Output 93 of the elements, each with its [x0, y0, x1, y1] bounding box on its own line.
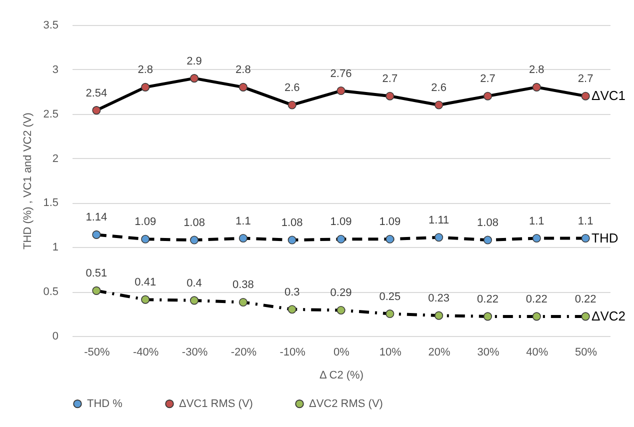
point: [141, 234, 150, 244]
y-tick-label: 2.5: [43, 108, 58, 120]
data-label: 0.29: [330, 287, 352, 300]
data-label: 2.8: [528, 64, 544, 76]
point: [386, 234, 394, 244]
point: [288, 236, 296, 244]
point: [238, 82, 248, 92]
x-tick-label: 0%: [334, 346, 350, 358]
point: [288, 305, 296, 314]
point: [581, 312, 590, 321]
annotation: ΔVC2: [592, 308, 626, 324]
point: [581, 92, 590, 100]
point: [386, 310, 394, 318]
data-label: 0.22: [574, 293, 596, 306]
data-label: 2.9: [186, 55, 202, 68]
point: [336, 86, 346, 96]
y-axis-title: THD (%) , VC1 and VC2 (V): [22, 112, 34, 250]
point: [336, 306, 346, 314]
data-label: 0.25: [379, 290, 401, 303]
data-label: 2.7: [480, 73, 496, 86]
x-tick-label: -40%: [133, 346, 159, 358]
y-tick-label: 1.5: [43, 197, 58, 210]
point: [288, 100, 296, 110]
point: [581, 234, 590, 243]
point: [336, 234, 346, 244]
point: [92, 230, 101, 239]
data-label: 0.51: [86, 268, 108, 280]
x-tick-label: 10%: [379, 346, 402, 358]
data-label: 1.1: [528, 215, 544, 228]
data-label: 0.3: [284, 286, 300, 298]
y-tick-label: 0: [52, 330, 58, 342]
data-label: 1.09: [330, 216, 352, 228]
y-tick-label: 2: [52, 152, 58, 165]
point: [532, 312, 541, 321]
point: [92, 286, 101, 295]
point: [434, 100, 444, 110]
data-label: 0.23: [428, 292, 450, 305]
x-tick-label: -50%: [84, 346, 110, 358]
y-tick-label: 3.5: [43, 20, 58, 32]
data-label: 1.08: [477, 217, 498, 230]
y-tick-label: 0.5: [43, 286, 58, 298]
point: [238, 298, 248, 306]
data-label: 1.1: [578, 215, 594, 228]
point: [434, 311, 444, 320]
data-label: 2.8: [236, 64, 251, 76]
annotation: THD: [592, 230, 618, 246]
point: [434, 233, 444, 242]
data-label: 1.1: [236, 215, 251, 228]
data-label: 1.11: [428, 214, 450, 226]
point: [238, 234, 248, 243]
data-label: 0.38: [232, 279, 254, 292]
data-label: 2.6: [431, 82, 446, 94]
point: [141, 82, 150, 92]
y-tick-label: 3: [52, 64, 58, 76]
data-label: 0.4: [186, 277, 202, 290]
point: [190, 236, 199, 244]
point: [190, 296, 199, 305]
data-label: 2.54: [86, 87, 108, 100]
data-label: 2.6: [284, 82, 300, 94]
point: [532, 82, 541, 92]
x-tick-label: -20%: [230, 346, 257, 358]
point: [483, 312, 492, 321]
data-label: 1.08: [184, 217, 205, 230]
data-label: 0.22: [526, 293, 548, 306]
data-label: 1.09: [134, 216, 156, 228]
legend-label: ΔVC2 RMS (V): [309, 398, 383, 410]
legend-label: ΔVC1 RMS (V): [179, 398, 253, 410]
x-tick-label: 50%: [575, 346, 598, 358]
annotation: ΔVC1: [592, 88, 626, 104]
y-tick-label: 1: [52, 242, 58, 254]
data-label: 2.76: [330, 68, 352, 80]
point: [190, 74, 199, 83]
point: [92, 106, 101, 115]
x-tick-label: -10%: [280, 346, 306, 358]
data-label: 1.08: [281, 217, 303, 230]
point: [532, 234, 541, 243]
data-label: 1.09: [379, 216, 401, 228]
point: [483, 92, 492, 100]
data-label: 2.7: [578, 73, 594, 86]
point: [386, 92, 394, 100]
point: [483, 236, 492, 244]
x-tick-label: 30%: [477, 346, 500, 358]
data-label: 2.7: [382, 73, 398, 86]
data-label: 0.41: [134, 276, 156, 289]
data-label: 1.14: [86, 212, 108, 224]
data-label: 2.8: [138, 64, 154, 76]
x-tick-label: 40%: [526, 346, 548, 358]
legend-label: THD %: [87, 398, 123, 410]
point: [141, 295, 150, 304]
x-axis-title: Δ C2 (%): [319, 370, 364, 382]
x-tick-label: -30%: [182, 346, 208, 358]
data-label: 0.22: [477, 293, 498, 306]
x-tick-label: 20%: [428, 346, 451, 358]
